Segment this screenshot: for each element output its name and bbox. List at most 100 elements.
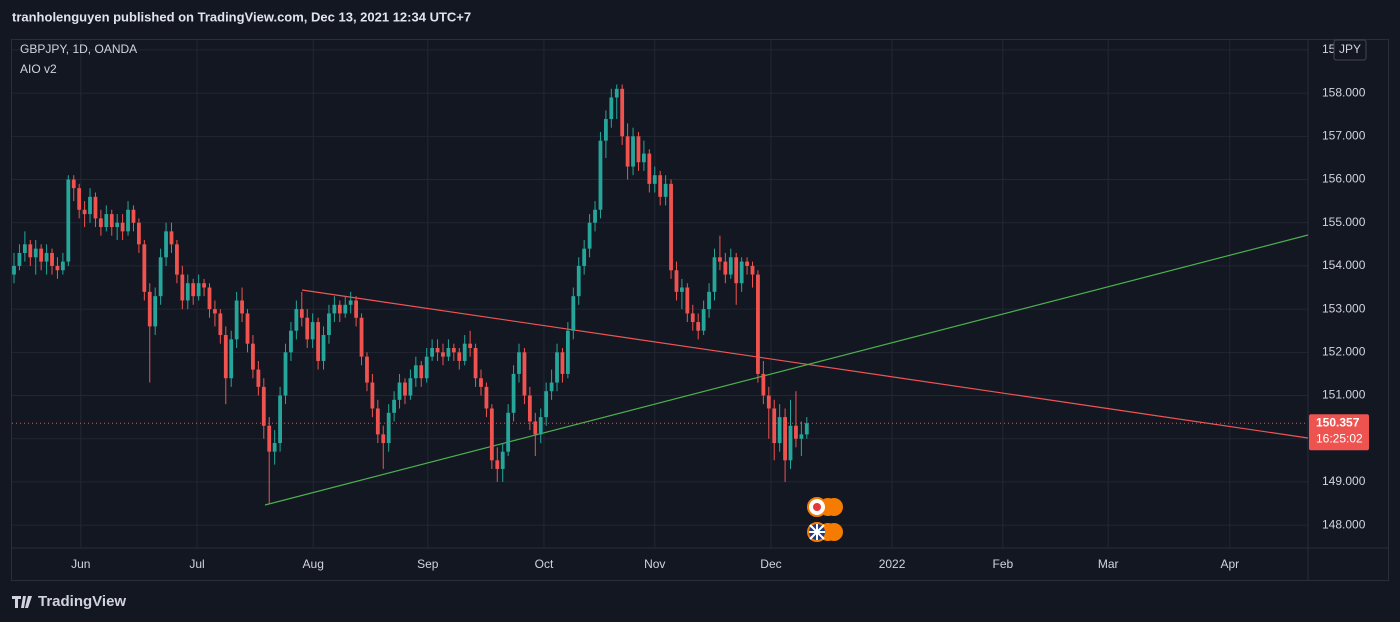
candle-body xyxy=(424,356,429,379)
candle-body xyxy=(234,300,239,340)
candle-body xyxy=(533,421,538,435)
candle-body xyxy=(207,287,212,310)
candle-body xyxy=(158,257,163,297)
candle-body xyxy=(365,356,369,383)
x-tick-label: Mar xyxy=(1098,557,1119,571)
candle-body xyxy=(527,395,532,422)
candle-body xyxy=(511,373,516,413)
candle-body xyxy=(484,386,489,409)
candle-body xyxy=(408,378,413,396)
y-tick-label: 157.000 xyxy=(1322,129,1366,143)
candle-body xyxy=(799,434,804,439)
candle-body xyxy=(489,408,494,461)
candle-body xyxy=(555,352,559,383)
candle-body xyxy=(164,231,168,258)
candle-body xyxy=(756,274,760,374)
candle-body xyxy=(381,434,386,444)
candle-body xyxy=(137,222,141,245)
candle-body xyxy=(636,136,641,163)
candle-body xyxy=(522,352,527,396)
candle-body xyxy=(397,382,402,400)
event-icon xyxy=(813,503,821,511)
y-tick-label: 148.000 xyxy=(1322,517,1366,531)
candle-body xyxy=(153,296,158,327)
candle-body xyxy=(229,339,234,379)
candle-body xyxy=(392,399,397,413)
candle-body xyxy=(658,175,663,197)
x-tick-label: Jul xyxy=(189,557,204,571)
candle-body xyxy=(316,322,320,361)
candle-body xyxy=(587,222,592,249)
candle-body xyxy=(734,257,739,284)
candle-body xyxy=(22,244,27,253)
candle-body xyxy=(55,265,60,271)
candle-body xyxy=(386,412,391,444)
candle-body xyxy=(240,300,244,314)
candle-body xyxy=(289,330,293,353)
candle-body xyxy=(669,183,673,271)
candle-body xyxy=(788,425,793,461)
currency-label: JPY xyxy=(1339,42,1361,56)
candle-body xyxy=(419,365,424,379)
candle-body xyxy=(196,283,201,297)
candle-body xyxy=(202,283,206,288)
candle-body xyxy=(218,313,223,336)
candle-body xyxy=(44,252,49,262)
symbol-legend: GBPJPY, 1D, OANDA xyxy=(20,42,137,56)
candle-body xyxy=(565,330,570,374)
candle-body xyxy=(50,252,54,266)
support-trendline xyxy=(264,234,1309,506)
candle-body xyxy=(126,209,130,232)
candle-body xyxy=(723,261,728,275)
candle-body xyxy=(98,218,103,228)
candle-body xyxy=(131,209,136,223)
y-tick-label: 149.000 xyxy=(1322,474,1366,488)
y-tick-label: 155.000 xyxy=(1322,215,1366,229)
candle-body xyxy=(33,248,38,258)
x-tick-label: Aug xyxy=(303,557,324,571)
candle-body xyxy=(294,309,299,331)
candle-body xyxy=(321,335,326,361)
candle-body xyxy=(403,382,407,396)
candle-body xyxy=(652,175,657,184)
candle-body xyxy=(299,309,304,318)
candle-body xyxy=(598,140,603,210)
candle-body xyxy=(745,261,749,266)
candle-body xyxy=(327,313,331,336)
candle-body xyxy=(777,417,782,444)
y-tick-label: 151.000 xyxy=(1322,388,1366,402)
y-tick-label: 154.000 xyxy=(1322,258,1366,272)
candle-body xyxy=(213,309,217,314)
candle-body xyxy=(794,425,798,439)
candle-body xyxy=(348,300,353,305)
candle-body xyxy=(576,265,581,297)
candle-body xyxy=(283,352,288,396)
brand-name: TradingView xyxy=(38,593,126,610)
candle-body xyxy=(245,313,250,344)
candles xyxy=(12,84,809,504)
candle-body xyxy=(479,378,483,387)
candle-body xyxy=(582,248,587,266)
candle-body xyxy=(441,352,445,357)
candle-body xyxy=(614,88,619,98)
candle-body xyxy=(109,214,114,228)
candle-body xyxy=(571,296,576,331)
candle-body xyxy=(544,391,549,418)
y-tick-label: 158.000 xyxy=(1322,85,1366,99)
candle-body xyxy=(115,222,120,228)
brand-logo xyxy=(12,596,32,608)
candle-body xyxy=(261,386,266,426)
candle-body xyxy=(549,382,554,392)
x-tick-label: Nov xyxy=(644,557,665,571)
chart-frame xyxy=(11,39,1389,581)
candle-body xyxy=(251,343,255,370)
candle-body xyxy=(93,196,98,219)
candle-body xyxy=(120,222,125,232)
candle-body xyxy=(603,119,608,141)
grid xyxy=(12,40,1308,548)
candle-body xyxy=(185,283,190,301)
candle-body xyxy=(538,417,543,435)
y-tick-label: 156.000 xyxy=(1322,172,1366,186)
